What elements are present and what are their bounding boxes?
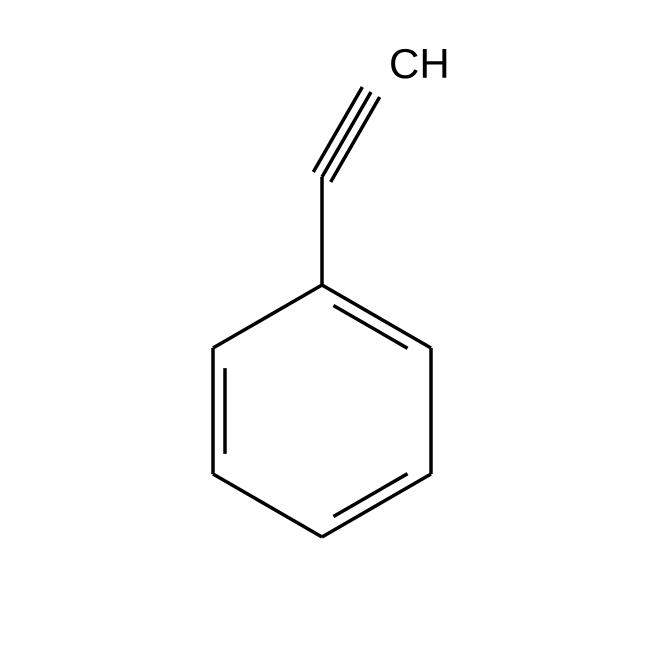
chemical-structure-diagram: CH [0,0,650,650]
ch-label: CH [389,40,450,87]
molecule-svg: CH [0,0,650,650]
